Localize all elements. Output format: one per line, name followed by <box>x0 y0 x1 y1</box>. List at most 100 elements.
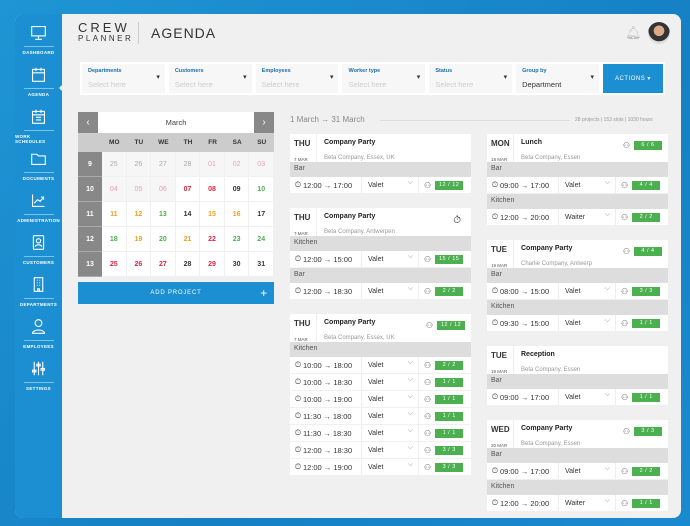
role-select[interactable]: Valet <box>362 408 419 424</box>
status-filter[interactable]: Status Select here <box>429 64 513 93</box>
project-date: 7 MAR <box>294 231 308 236</box>
role-select[interactable]: Valet <box>559 463 616 479</box>
sidebar-item-work-schedules[interactable]: WORK SCHEDULES <box>15 108 62 150</box>
project-card[interactable]: THU 7 MAR Company Party Beta Company, Essex… <box>290 134 471 194</box>
project-card[interactable]: MON 18 MAR Lunch Beta Company, Essen ⚇ 6 / 6 B… <box>487 134 668 226</box>
group-by-filter[interactable]: Group by Department <box>516 64 599 93</box>
calendar-day[interactable]: 03 <box>249 152 274 177</box>
week-number[interactable]: 12 <box>78 227 102 252</box>
sidebar-item-label: DEPARTMENTS <box>19 302 58 307</box>
role-select[interactable]: Valet <box>362 283 419 299</box>
departments-filter[interactable]: Departments Select here <box>82 64 165 93</box>
calendar-day[interactable]: 07 <box>175 177 201 202</box>
calendar-day[interactable]: 28 <box>175 152 201 177</box>
calendar-day[interactable]: 30 <box>224 252 250 277</box>
week-number[interactable]: 11 <box>78 202 102 227</box>
project-card[interactable]: WED 20 MAR Company Party Beta Company, Esse… <box>487 420 668 512</box>
calendar-day[interactable]: 22 <box>200 227 225 252</box>
actions-button[interactable]: ACTIONS ▾ <box>602 64 663 93</box>
calendar-day[interactable]: 26 <box>126 252 152 277</box>
calendar-day[interactable]: 13 <box>151 202 176 227</box>
role-select[interactable]: Valet <box>362 251 419 267</box>
calendar-day[interactable]: 31 <box>249 252 274 277</box>
calendar-day[interactable]: 27 <box>151 252 176 277</box>
role-select[interactable]: Valet <box>362 442 419 458</box>
calendar-day[interactable]: 29 <box>200 252 225 277</box>
calendar-day[interactable]: 11 <box>102 202 127 227</box>
calendar-day[interactable]: 24 <box>249 227 274 252</box>
slot-time: 🕓︎ 10:00 → 18:30 <box>290 374 362 390</box>
calendar-day[interactable]: 15 <box>200 202 225 227</box>
role-select[interactable]: Valet <box>362 374 419 390</box>
calendar-day[interactable]: 26 <box>126 152 152 177</box>
sidebar-item-label: CUSTOMERS <box>22 260 55 265</box>
department-group: Bar <box>487 374 668 389</box>
worker-type-filter[interactable]: Worker type Select here <box>342 64 426 93</box>
calendar-day[interactable]: 02 <box>224 152 250 177</box>
clock-icon: 🕓︎ <box>492 498 498 507</box>
calendar-day[interactable]: 04 <box>102 177 127 202</box>
week-number[interactable]: 13 <box>78 252 102 277</box>
role-select[interactable]: Waiter <box>559 495 616 511</box>
department-group: Kitchen <box>487 194 668 209</box>
role-select[interactable]: Valet <box>559 389 616 405</box>
role-select[interactable]: Valet <box>362 425 419 441</box>
avatar[interactable] <box>648 22 670 44</box>
next-month-button[interactable]: › <box>254 112 274 133</box>
calendar-day[interactable]: 09 <box>224 177 250 202</box>
stopwatch-icon[interactable]: ⏱ <box>453 215 461 226</box>
calendar-day[interactable]: 08 <box>200 177 225 202</box>
calendar-day[interactable]: 14 <box>175 202 201 227</box>
slot-time-text: 12:00 → 15:00 <box>302 254 353 264</box>
role-select[interactable]: Valet <box>559 177 616 193</box>
calendar-day[interactable]: 27 <box>151 152 176 177</box>
calendar-day[interactable]: 19 <box>126 227 152 252</box>
calendar-day[interactable]: 25 <box>102 152 127 177</box>
role-select[interactable]: Valet <box>559 283 616 299</box>
calendar-day[interactable]: 18 <box>102 227 127 252</box>
calendar-day[interactable]: 12 <box>126 202 152 227</box>
role-select[interactable]: Valet <box>362 391 419 407</box>
calendar-day[interactable]: 10 <box>249 177 274 202</box>
calendar-day[interactable]: 23 <box>224 227 250 252</box>
project-location: Beta Company, Essex, UK <box>324 155 395 161</box>
sidebar-item-documents[interactable]: DOCUMENTS <box>15 150 62 192</box>
bell-icon[interactable]: 🔔︎ <box>625 25 642 40</box>
calendar-day[interactable]: 16 <box>224 202 250 227</box>
calendar-day[interactable]: 21 <box>175 227 201 252</box>
week-number[interactable]: 9 <box>78 152 102 177</box>
sidebar-item-employees[interactable]: EMPLOYEES <box>15 318 62 360</box>
calendar-day[interactable]: 28 <box>175 252 201 277</box>
calendar-day[interactable]: 05 <box>126 177 152 202</box>
sidebar-item-administration[interactable]: ADMINISTRATION <box>15 192 62 234</box>
sidebar-item-dashboard[interactable]: DASHBOARD <box>15 24 62 66</box>
role-select[interactable]: Valet <box>559 315 616 331</box>
project-card[interactable]: TUE 19 MAR Company Party Charlie Company, A… <box>487 240 668 332</box>
sidebar-item-customers[interactable]: CUSTOMERS <box>15 234 62 276</box>
calendar-day[interactable]: 17 <box>249 202 274 227</box>
calendar-day[interactable]: 20 <box>151 227 176 252</box>
customers-filter[interactable]: Customers Select here <box>168 64 252 93</box>
calendar-day[interactable]: 01 <box>200 152 225 177</box>
role-select[interactable]: Waiter <box>559 209 616 225</box>
calendar-day[interactable]: 06 <box>151 177 176 202</box>
slot-time: 🕓︎ 10:00 → 18:00 <box>290 357 362 373</box>
sidebar-item-agenda[interactable]: AGENDA <box>15 66 63 108</box>
role-select[interactable]: Valet <box>362 357 419 373</box>
divider <box>23 88 54 89</box>
week-number[interactable]: 10 <box>78 177 102 202</box>
weekday-label: SU <box>257 139 267 146</box>
project-card[interactable]: THU 7 MAR Company Party Beta Company, Antwe… <box>290 208 471 300</box>
project-card[interactable]: TUE 19 MAR Reception Beta Company, Essen Bar… <box>487 346 668 406</box>
sidebar-item-settings[interactable]: SETTINGS <box>15 360 62 402</box>
role-select[interactable]: Valet <box>362 459 419 475</box>
role-select[interactable]: Valet <box>362 177 419 193</box>
employees-filter[interactable]: Employees Select here <box>255 64 339 93</box>
prev-month-button[interactable]: ‹ <box>78 112 98 133</box>
calendar-day[interactable]: 25 <box>102 252 127 277</box>
add-project-button[interactable]: ADD PROJECT + <box>78 282 274 304</box>
sidebar-item-departments[interactable]: DEPARTMENTS <box>15 276 62 318</box>
project-card[interactable]: THU 7 MAR Company Party Beta Company, Essex… <box>290 314 471 476</box>
calendar-week-row: 13 25 26 27 28 29 30 31 <box>78 252 274 277</box>
